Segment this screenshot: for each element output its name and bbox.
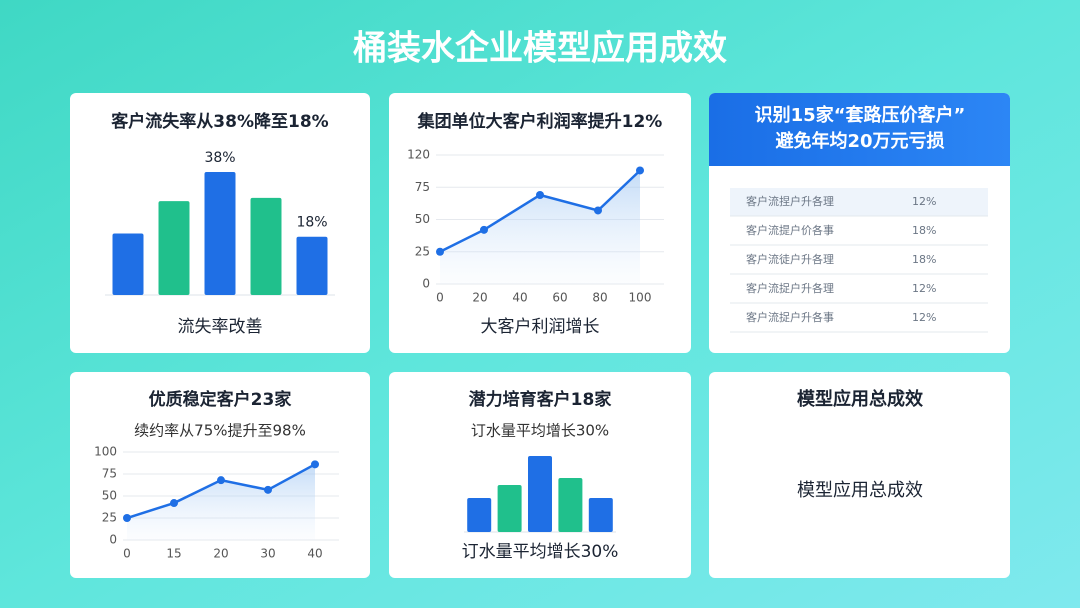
x-axis-label: 流失率改善	[178, 317, 263, 337]
y-tick-label: 50	[415, 212, 430, 226]
chart-subtitle: 订水量平均增长30%	[471, 422, 609, 440]
summary-body: 模型应用总成效	[797, 480, 923, 501]
point	[217, 476, 225, 485]
x-axis-label: 大客户利润增长	[481, 317, 600, 337]
bar	[497, 485, 522, 532]
y-tick-label: 75	[102, 467, 117, 481]
bar	[250, 197, 282, 295]
point	[636, 166, 644, 175]
y-tick-label: 50	[102, 489, 117, 503]
bar	[528, 456, 552, 532]
x-tick-label: 15	[166, 547, 181, 561]
cell: 12%	[912, 282, 936, 295]
y-tick-label: 0	[422, 277, 430, 291]
cell: 客户流捉户升各理	[746, 281, 834, 295]
area	[440, 170, 640, 284]
chart-subtitle: 续约率从75%提升至98%	[134, 422, 306, 440]
y-tick-label: 0	[109, 533, 117, 547]
y-tick-label: 120	[407, 148, 430, 162]
card	[709, 372, 1010, 578]
x-tick-label: 0	[123, 547, 131, 561]
x-tick-label: 0	[436, 291, 444, 305]
point	[436, 247, 444, 256]
bar	[588, 498, 613, 532]
table-header	[709, 93, 1010, 166]
point	[170, 499, 178, 508]
x-tick-label: 40	[307, 547, 322, 561]
point	[594, 206, 602, 215]
y-tick-label: 25	[415, 244, 430, 258]
cell: 客户流捏户升各理	[746, 194, 834, 208]
area	[127, 464, 315, 540]
bar	[296, 236, 328, 295]
bar	[204, 172, 236, 295]
bar	[467, 498, 492, 532]
cell: 客户流捉户升各事	[746, 310, 834, 324]
table-title: 避免年均20万元亏损	[775, 130, 944, 152]
value-label: 38%	[204, 150, 235, 166]
summary-title: 模型应用总成效	[797, 388, 924, 410]
x-axis-label: 订水量平均增长30%	[462, 542, 619, 562]
chart-title: 优质稳定客户23家	[149, 389, 292, 410]
chart-title: 潜力培育客户18家	[469, 389, 612, 410]
cell: 12%	[912, 195, 936, 208]
point	[123, 514, 131, 522]
x-tick-label: 30	[260, 547, 275, 561]
table-title: 识别15家“套路压价客户”	[755, 104, 966, 126]
bar	[112, 233, 144, 295]
page-title: 桶装水企业模型应用成效	[353, 29, 727, 69]
bar	[158, 201, 190, 295]
y-tick-label: 75	[415, 180, 430, 194]
x-tick-label: 40	[512, 291, 527, 305]
y-tick-label: 100	[94, 445, 117, 459]
bar	[558, 478, 583, 532]
chart-title: 客户流失率从38%降至18%	[110, 111, 328, 132]
cell: 客户流提户价各事	[746, 223, 834, 237]
point	[536, 190, 544, 199]
x-tick-label: 20	[472, 291, 487, 305]
x-tick-label: 60	[552, 291, 567, 305]
y-tick-label: 25	[102, 511, 117, 525]
point	[264, 485, 272, 494]
cell: 12%	[912, 311, 936, 324]
point	[480, 225, 488, 234]
x-tick-label: 80	[592, 291, 607, 305]
cell: 18%	[912, 224, 936, 237]
point	[311, 460, 319, 469]
chart-title: 集团单位大客户利润率提升12%	[417, 111, 663, 132]
x-tick-label: 100	[629, 291, 652, 305]
cell: 18%	[912, 253, 936, 266]
cell: 客户流徒户升各理	[746, 252, 834, 266]
x-tick-label: 20	[213, 547, 228, 561]
row-highlight	[730, 188, 988, 216]
value-label: 18%	[296, 215, 327, 231]
